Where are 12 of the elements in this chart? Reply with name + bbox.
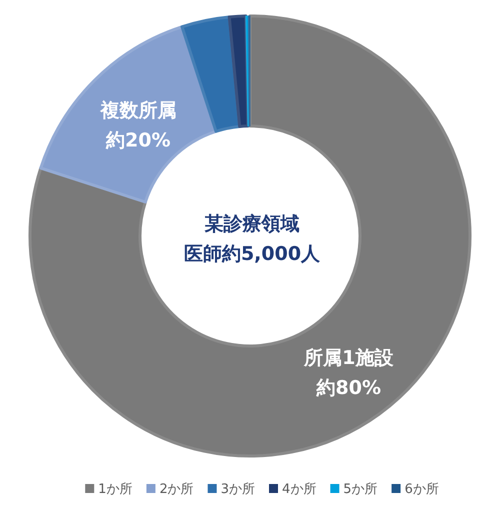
text: 医師約5,000人 bbox=[184, 243, 322, 265]
text: 約20% bbox=[105, 129, 171, 152]
text: 某診療領域 bbox=[204, 213, 300, 235]
legend-label: 1か所 bbox=[98, 482, 132, 497]
text: 所属1施設 bbox=[303, 346, 394, 369]
text: 約80% bbox=[316, 376, 381, 399]
legend-label: 4か所 bbox=[282, 482, 316, 497]
legend-label: 3か所 bbox=[220, 482, 255, 497]
text: 複数所属 bbox=[99, 99, 176, 122]
legend-label: 2か所 bbox=[159, 482, 194, 497]
legend-label: 6か所 bbox=[404, 482, 439, 497]
legend-label: 5か所 bbox=[343, 482, 378, 497]
